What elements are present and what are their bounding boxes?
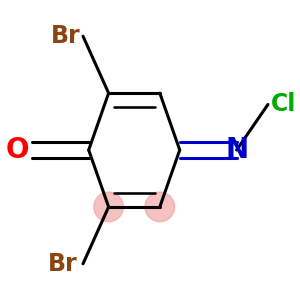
Text: Br: Br (48, 252, 77, 276)
Text: O: O (5, 136, 29, 164)
Circle shape (94, 192, 123, 222)
Circle shape (145, 192, 175, 222)
Text: N: N (225, 136, 248, 164)
Text: Cl: Cl (271, 92, 296, 116)
Text: Br: Br (50, 24, 80, 48)
